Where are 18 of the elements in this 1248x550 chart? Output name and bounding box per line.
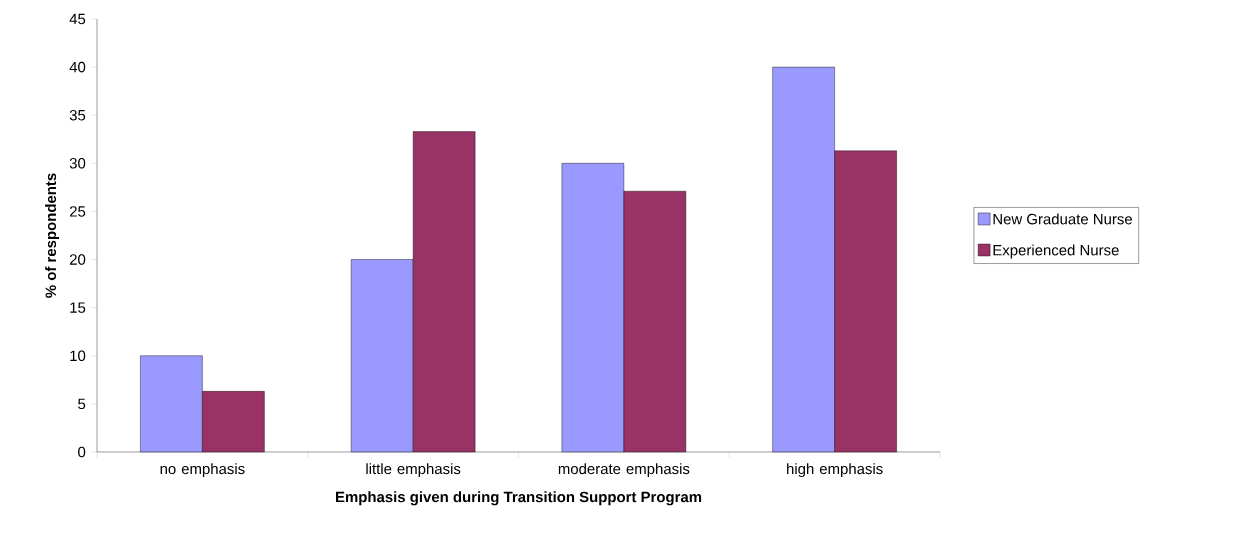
x-tick-label: moderate emphasis xyxy=(558,463,690,478)
y-tick-label: 30 xyxy=(69,158,86,169)
y-axis-title: % of respondents xyxy=(45,173,60,298)
x-tick-label: little emphasis xyxy=(366,463,461,478)
legend-label: Experienced Nurse xyxy=(993,244,1119,259)
y-tick-label: 40 xyxy=(69,61,86,73)
y-tick-label: 15 xyxy=(70,302,86,313)
y-tick-label: 35 xyxy=(69,109,86,121)
x-tick-label: no emphasis xyxy=(160,463,245,478)
y-tick-label: 5 xyxy=(78,398,86,410)
y-tick-label: 25 xyxy=(69,206,86,217)
legend-label: New Graduate Nurse xyxy=(993,213,1132,225)
y-tick-label: 0 xyxy=(78,446,86,458)
x-tick-label: high emphasis xyxy=(787,463,883,478)
x-axis-title: Emphasis given during Transition Support Program xyxy=(336,491,702,506)
y-tick-label: 10 xyxy=(70,350,86,362)
y-tick-label: 45 xyxy=(69,13,86,25)
y-tick-label: 20 xyxy=(69,254,86,265)
